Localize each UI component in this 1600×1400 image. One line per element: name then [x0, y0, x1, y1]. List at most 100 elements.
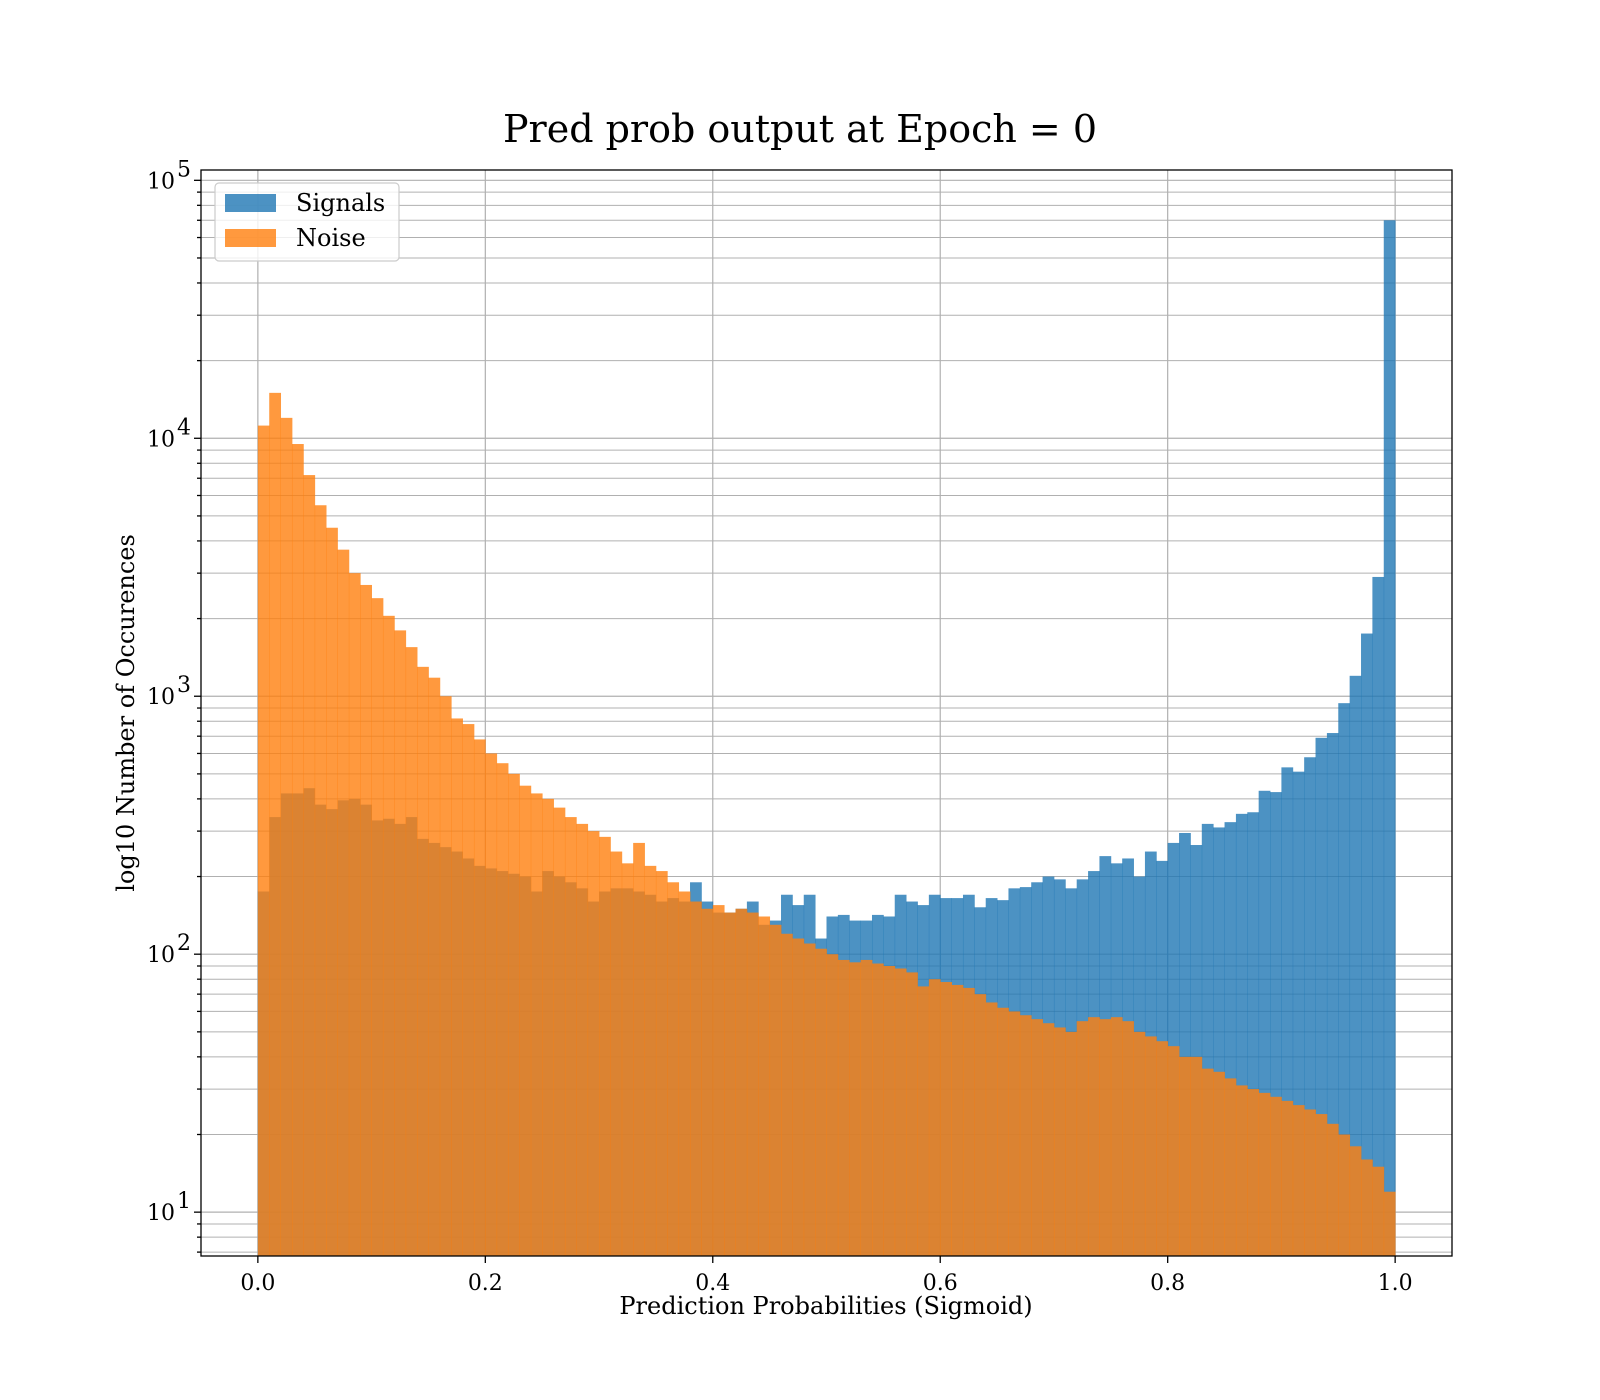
- bar-noise: [337, 549, 350, 1256]
- bar-signals: [1190, 845, 1203, 1256]
- bar-noise: [940, 982, 952, 1256]
- bar-noise: [871, 963, 884, 1256]
- bar-noise: [508, 773, 520, 1256]
- bar-noise: [792, 938, 805, 1256]
- bar-noise: [496, 763, 509, 1256]
- bar-noise: [473, 739, 486, 1256]
- bar-noise: [1122, 1021, 1134, 1256]
- bar-noise: [451, 718, 463, 1256]
- bar-noise: [962, 987, 975, 1256]
- bar-noise: [633, 842, 645, 1256]
- bar-noise: [610, 851, 623, 1256]
- bar-noise: [314, 505, 327, 1256]
- bar-noise: [1258, 1092, 1271, 1256]
- bar-noise: [917, 986, 930, 1256]
- bar-noise: [928, 979, 941, 1256]
- bar-noise: [280, 417, 293, 1256]
- bar-noise: [1167, 1046, 1180, 1256]
- bar-noise: [1076, 1021, 1089, 1256]
- y-tick-exponent: 3: [177, 673, 191, 698]
- bar-noise: [1099, 1019, 1112, 1256]
- bar-noise: [326, 527, 338, 1256]
- legend-swatch-noise: [225, 229, 276, 247]
- bar-noise: [1292, 1105, 1305, 1256]
- bar-signals: [1201, 823, 1214, 1256]
- y-tick-label: 10: [147, 427, 175, 452]
- bar-noise: [621, 863, 634, 1256]
- bar-noise: [1372, 1166, 1385, 1256]
- bar-noise: [1031, 1019, 1043, 1256]
- plot-frame: [200, 169, 1453, 1257]
- bar-noise: [428, 677, 441, 1256]
- bar-noise: [553, 807, 566, 1256]
- bar-noise: [1088, 1017, 1100, 1256]
- bar-signals: [1383, 220, 1396, 1256]
- y-tick-label: 10: [147, 169, 175, 194]
- bar-noise: [1019, 1015, 1032, 1256]
- bar-noise: [1383, 1191, 1396, 1256]
- bar-noise: [1053, 1027, 1066, 1256]
- bar-noise: [1281, 1100, 1294, 1256]
- bar-noise: [1144, 1036, 1157, 1256]
- bar-noise: [382, 615, 395, 1256]
- bar-signals: [1281, 767, 1294, 1256]
- bar-noise: [837, 959, 850, 1256]
- bar-noise: [712, 905, 725, 1256]
- bars-layer: [257, 220, 1396, 1257]
- bar-noise: [291, 444, 304, 1257]
- legend-label-noise: Noise: [296, 224, 366, 252]
- bar-noise: [405, 647, 418, 1256]
- bar-noise: [599, 836, 611, 1256]
- bar-signals: [1224, 822, 1237, 1256]
- bar-signals: [1179, 832, 1191, 1256]
- bar-signals: [1270, 792, 1282, 1256]
- bar-noise: [769, 924, 782, 1256]
- bar-noise: [1315, 1114, 1328, 1256]
- bar-noise: [1338, 1134, 1351, 1256]
- bar-signals: [1292, 771, 1305, 1256]
- bar-noise: [758, 916, 771, 1256]
- bar-noise: [735, 908, 748, 1256]
- chart-title: Pred prob output at Epoch = 0: [503, 107, 1097, 151]
- x-tick-label: 1.0: [1378, 1271, 1413, 1296]
- bar-signals: [1361, 633, 1373, 1256]
- series-noise: [257, 392, 1396, 1257]
- y-tick-label: 10: [147, 685, 175, 710]
- bar-noise: [667, 882, 680, 1256]
- y-tick-exponent: 2: [177, 931, 191, 956]
- bar-noise: [1224, 1078, 1237, 1256]
- bar-noise: [644, 865, 657, 1256]
- bar-noise: [1156, 1041, 1169, 1256]
- bar-noise: [701, 908, 714, 1256]
- bar-noise: [257, 425, 270, 1257]
- bar-noise: [1110, 1017, 1123, 1256]
- bar-noise: [746, 912, 759, 1256]
- legend-swatch-signals: [225, 194, 276, 212]
- bar-noise: [269, 392, 282, 1256]
- bar-noise: [951, 984, 964, 1256]
- bar-noise: [576, 823, 589, 1256]
- bar-noise: [860, 959, 873, 1256]
- bar-noise: [678, 891, 691, 1256]
- bar-noise: [997, 1007, 1009, 1256]
- bar-signals: [1349, 675, 1362, 1256]
- bar-noise: [1326, 1123, 1339, 1256]
- y-tick-exponent: 1: [177, 1189, 191, 1214]
- bar-noise: [519, 785, 532, 1256]
- bar-signals: [1372, 576, 1385, 1256]
- bar-noise: [1270, 1096, 1282, 1256]
- bar-noise: [485, 753, 498, 1256]
- x-tick-label: 0.2: [468, 1271, 503, 1296]
- bar-noise: [462, 724, 475, 1256]
- bar-noise: [542, 798, 554, 1256]
- bar-signals: [1235, 813, 1248, 1256]
- bar-noise: [303, 475, 316, 1256]
- bar-signals: [1315, 737, 1328, 1256]
- bar-noise: [1008, 1011, 1021, 1256]
- bar-noise: [587, 831, 600, 1256]
- bar-signals: [1213, 827, 1225, 1256]
- bar-noise: [1065, 1031, 1078, 1256]
- bar-noise: [530, 793, 543, 1256]
